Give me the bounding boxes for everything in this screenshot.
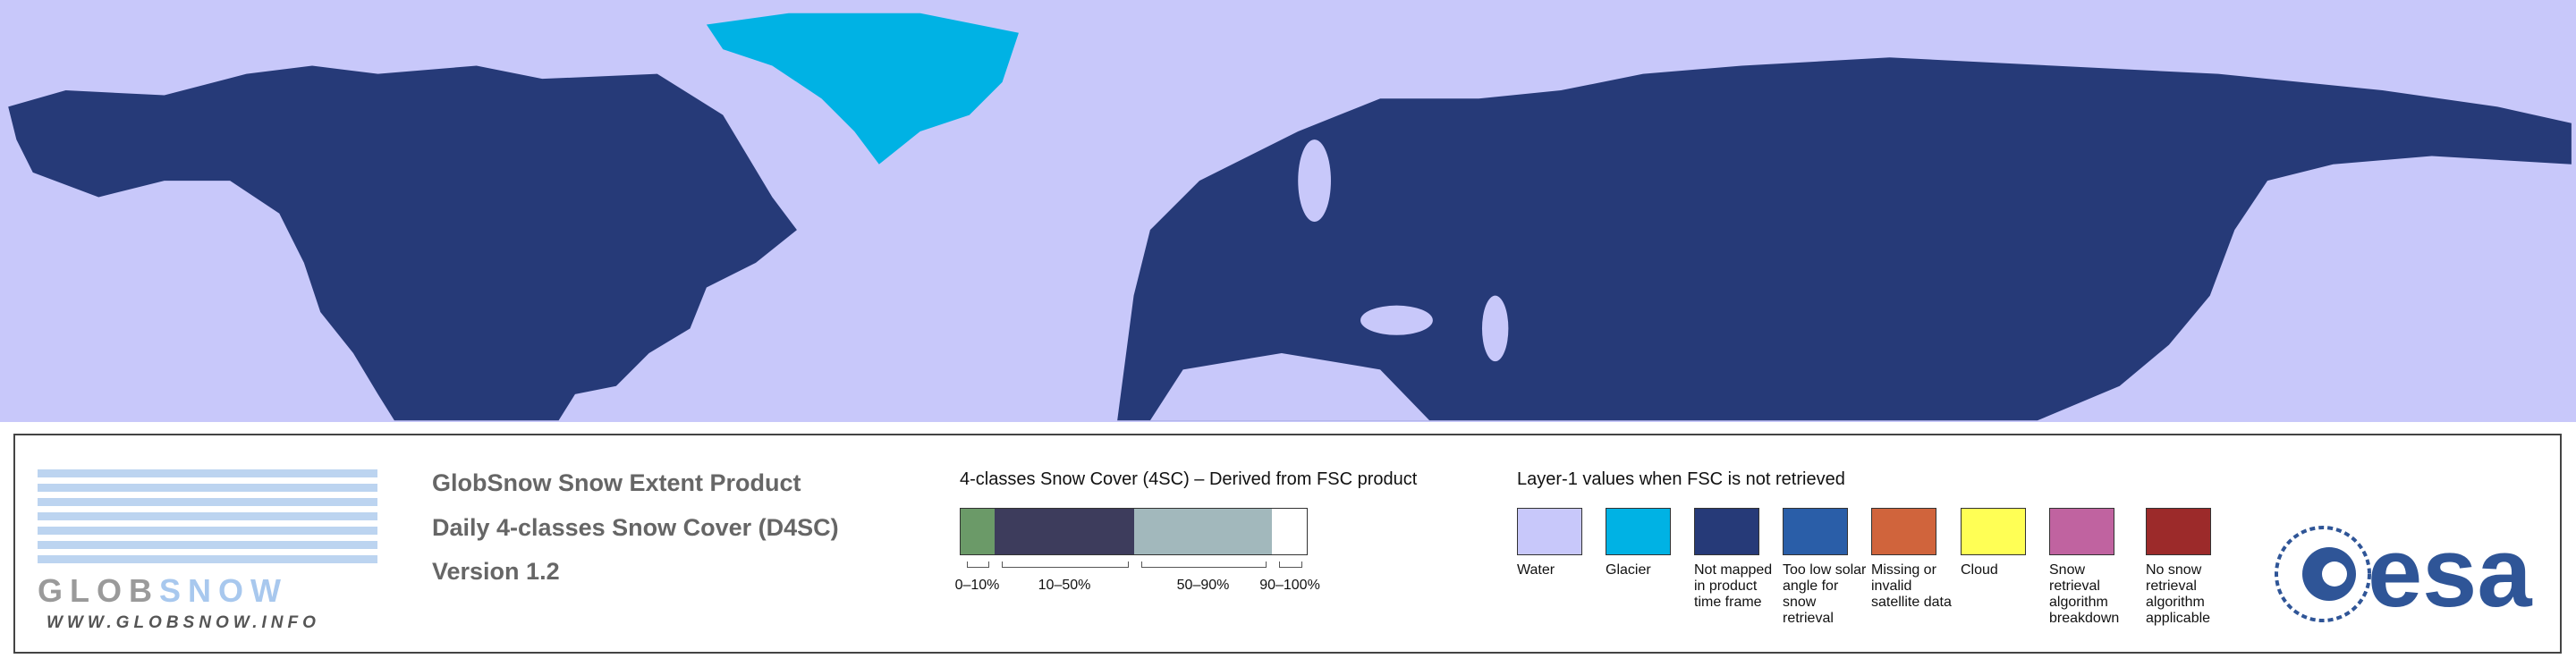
layer1-label: Too low solar angle for snow retrieval [1783, 562, 1867, 626]
inland-water [706, 13, 1509, 421]
snow-cover-title: 4-classes Snow Cover (4SC) – Derived fro… [960, 469, 1418, 489]
layer1-label: Missing or invalid satellite data [1871, 562, 1952, 610]
layer1-label: Water [1517, 562, 1555, 578]
esa-logo: esa [2275, 520, 2532, 628]
scale-label: 10–50% [1038, 578, 1091, 593]
logo-part: SNOW [159, 572, 288, 609]
layer1-label: No snow retrieval algorithm applicable [2146, 562, 2211, 626]
north-america [8, 65, 797, 421]
scale-segment [1134, 508, 1272, 555]
product-line: Daily 4-classes Snow Cover (D4SC) [432, 514, 839, 541]
layer1-label: Not mapped in product time frame [1694, 562, 1773, 610]
layer1-swatch [1961, 508, 2026, 555]
scale-label: 50–90% [1176, 578, 1230, 593]
layer1-swatch [1783, 508, 1848, 555]
layer1-swatch [1871, 508, 1936, 555]
layer1-label: Snow retrieval algorithm breakdown [2049, 562, 2120, 626]
land-layer [8, 57, 2572, 421]
logo-url: WWW.GLOBSNOW.INFO [47, 613, 320, 632]
eurasia [1117, 57, 2572, 421]
product-line: GlobSnow Snow Extent Product [432, 469, 801, 496]
snow-map [0, 0, 2576, 422]
scale-segment [995, 508, 1134, 555]
logo: GLOBSNOW WWW.GLOBSNOW.INFO [38, 469, 377, 633]
product-line: Version 1.2 [432, 558, 560, 585]
logo-wordmark: GLOBSNOW [38, 572, 377, 610]
legend-panel: GLOBSNOW WWW.GLOBSNOW.INFO GlobSnow Snow… [13, 434, 2562, 654]
layer1-title: Layer-1 values when FSC is not retrieved [1517, 469, 1845, 489]
layer1-swatch [1606, 508, 1671, 555]
logo-part: GLOB [38, 572, 159, 609]
layer1-swatch [1694, 508, 1759, 555]
esa-emblem [2322, 561, 2347, 587]
scale-segment [960, 508, 995, 555]
scale-bracket [1002, 561, 1129, 568]
scale-label: 0–10% [954, 578, 1000, 593]
scale-bracket [966, 561, 990, 568]
esa-wordmark: esa [2368, 520, 2532, 628]
greenland [706, 13, 1019, 165]
scale-bracket [1279, 561, 1302, 568]
scale-label: 90–100% [1259, 578, 1320, 593]
scale-segment [1272, 508, 1308, 555]
logo-stripes [38, 469, 377, 569]
layer1-swatch [2146, 508, 2211, 555]
esa-emblem [2275, 526, 2371, 622]
layer1-swatch [1517, 508, 1582, 555]
layer1-label: Cloud [1961, 562, 1998, 578]
scale-bracket [1141, 561, 1267, 568]
layer1-label: Glacier [1606, 562, 1651, 578]
layer1-swatch [2049, 508, 2114, 555]
